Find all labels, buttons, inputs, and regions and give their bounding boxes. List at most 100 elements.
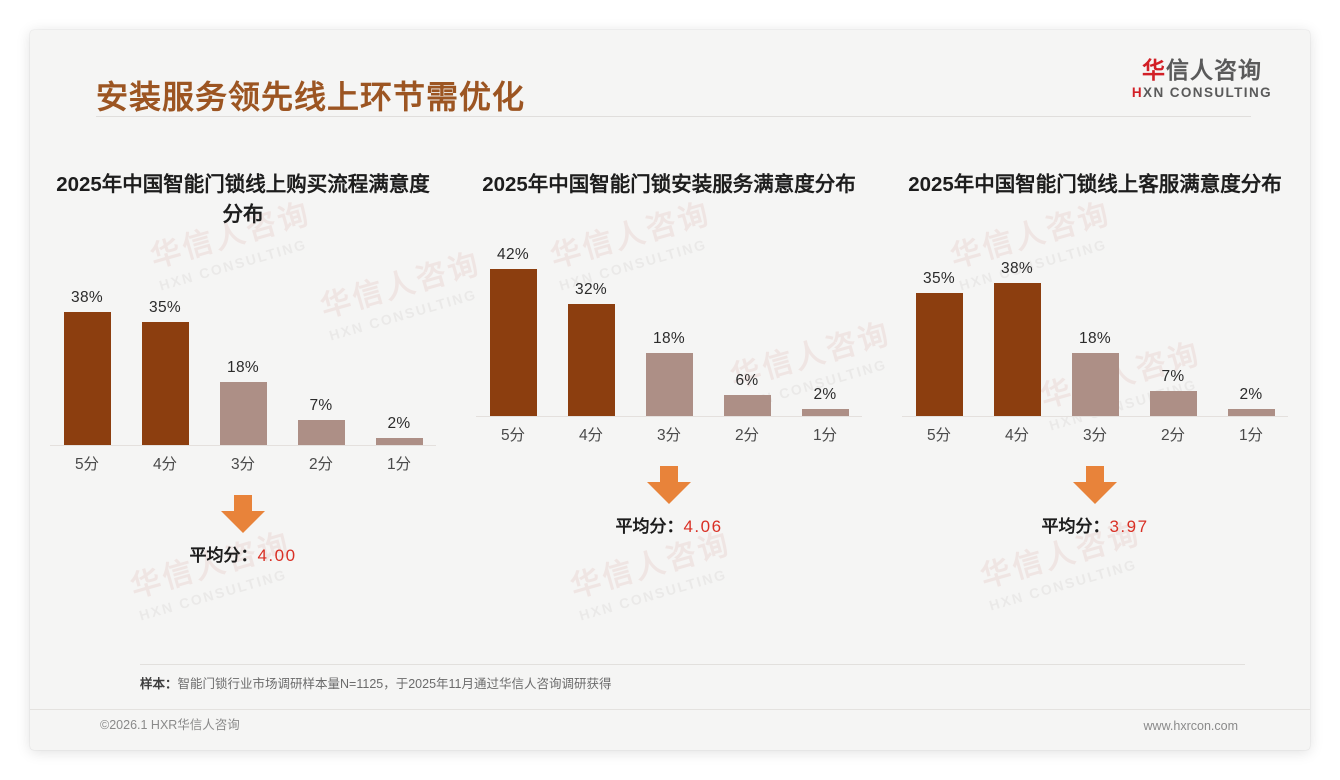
bar [645, 352, 693, 416]
chart-title: 2025年中国智能门锁线上购买流程满意度分布 [56, 173, 430, 226]
x-axis-tick-label: 5分 [926, 426, 952, 444]
bar-slot: 38% [54, 261, 120, 446]
bar [1149, 390, 1197, 416]
average-value: 4.00 [257, 546, 297, 566]
bar-slot: 35% [906, 232, 972, 416]
bar-value-label: 35% [923, 269, 955, 287]
bar-slot: 38% [984, 232, 1050, 416]
bar-value-label: 32% [575, 280, 607, 298]
x-axis-line [476, 415, 862, 417]
logo-chinese: 华信人咨询 [1132, 58, 1272, 82]
source-note-text: 智能门锁行业市场调研样本量N=1125，于2025年11月通过华信人咨询调研获得 [177, 677, 612, 691]
bar [1227, 408, 1275, 416]
x-axis-tick-label: 3分 [656, 426, 682, 444]
x-axis-tick-label: 3分 [230, 456, 256, 474]
website-link[interactable]: www.hxrcon.com [1143, 719, 1238, 733]
watermark-en: HXN CONSULTING [137, 565, 289, 624]
average-label: 平均分： [189, 546, 258, 566]
source-note-prefix: 样本： [140, 677, 178, 691]
bar [723, 394, 771, 416]
brand-logo: 华信人咨询 HXN CONSULTING [1132, 58, 1272, 100]
x-axis-tick-label: 1分 [386, 456, 412, 474]
x-axis-tick-label: 3分 [1082, 426, 1108, 444]
chart-panel-3: 2025年中国智能门锁线上客服满意度分布 35% 38% 18% 7% 2% 5分 4分 3… [882, 140, 1308, 566]
bar-slot: 2% [366, 261, 432, 446]
x-axis-tick-label: 5分 [500, 426, 526, 444]
bar [63, 312, 111, 446]
bar-slot: 7% [288, 261, 354, 446]
bar-value-label: 35% [149, 299, 181, 317]
average-label: 平均分： [615, 516, 684, 536]
x-axis-labels: 5分 4分 3分 2分 1分 [474, 423, 864, 445]
x-axis-tick-label: 4分 [152, 456, 178, 474]
logo-english-rest: XN CONSULTING [1143, 85, 1272, 101]
bar-slot: 35% [132, 261, 198, 446]
bar-value-label: 18% [227, 359, 259, 377]
x-axis-tick-label: 1分 [812, 426, 838, 444]
x-axis-line [902, 415, 1288, 417]
bar-slot: 6% [714, 232, 780, 416]
bar-value-label: 2% [813, 385, 837, 403]
bar-slot: 7% [1140, 232, 1206, 416]
bar [489, 268, 537, 416]
bar-value-label: 2% [1239, 385, 1263, 403]
bar-slot: 42% [480, 232, 546, 416]
slide-frame: 华信人咨询 HXN CONSULTING 华信人咨询 HXN CONSULTIN… [30, 30, 1310, 750]
arrow-down-icon [647, 465, 691, 504]
bar [297, 420, 345, 446]
logo-english-accent: H [1131, 85, 1144, 101]
average-score: 平均分：4.00 [44, 541, 442, 566]
arrow-down-icon [1073, 465, 1117, 504]
x-axis-tick-label: 1分 [1238, 426, 1264, 444]
bar-value-label: 38% [1001, 259, 1033, 277]
bar [219, 382, 267, 446]
bar [375, 438, 423, 446]
bar [993, 282, 1041, 416]
bar [915, 292, 963, 416]
x-axis-line [50, 445, 436, 447]
chart-title: 2025年中国智能门锁线上客服满意度分布 [908, 173, 1282, 196]
slide-header: 安装服务领先线上环节需优化 华信人咨询 HXN CONSULTING [30, 30, 1310, 117]
logo-english: HXN CONSULTING [1132, 85, 1272, 100]
source-note: 样本：智能门锁行业市场调研样本量N=1125，于2025年11月通过华信人咨询调… [140, 673, 612, 692]
bar-value-label: 2% [387, 415, 411, 433]
bar [141, 322, 189, 446]
x-axis-tick-label: 2分 [308, 456, 334, 474]
x-axis-tick-label: 5分 [74, 456, 100, 474]
note-divider [140, 664, 1245, 665]
x-axis-tick-label: 4分 [578, 426, 604, 444]
bar-value-label: 18% [1079, 329, 1111, 347]
x-axis-tick-label: 2分 [1160, 426, 1186, 444]
copyright-text: ©2026.1 HXR华信人咨询 [100, 718, 240, 732]
bar-value-label: 38% [71, 289, 103, 307]
arrow-down-icon [221, 495, 265, 534]
logo-chinese-accent: 华 [1141, 57, 1166, 83]
chart-panel-2: 2025年中国智能门锁安装服务满意度分布 42% 32% 18% 6% 2% 5分 4分 3… [456, 140, 882, 566]
x-axis-tick-label: 2分 [734, 426, 760, 444]
average-value: 4.06 [683, 516, 723, 536]
footer-divider [30, 709, 1310, 710]
bar-value-label: 6% [735, 371, 759, 389]
bar-slot: 32% [558, 232, 624, 416]
x-axis-tick-label: 4分 [1004, 426, 1030, 444]
bar-slot: 18% [210, 261, 276, 446]
page-title: 安装服务领先线上环节需优化 [96, 79, 526, 115]
bar-value-label: 18% [653, 329, 685, 347]
bars-container: 38% 35% 18% 7% 2% [48, 261, 438, 446]
average-label: 平均分： [1041, 516, 1110, 536]
bar [567, 303, 615, 416]
bar-slot: 2% [1218, 232, 1284, 416]
average-score: 平均分：4.06 [470, 512, 868, 537]
average-value: 3.97 [1109, 516, 1149, 536]
bar-value-label: 7% [1161, 367, 1185, 385]
bar [801, 408, 849, 416]
chart-title: 2025年中国智能门锁安装服务满意度分布 [482, 173, 856, 196]
chart-panel-1: 2025年中国智能门锁线上购买流程满意度分布 38% 35% 18% 7% 2% 5分 4… [30, 140, 456, 566]
bar-value-label: 7% [309, 397, 333, 415]
bar-chart: 38% 35% 18% 7% 2% 5分 4分 3分 2分 1分 [48, 261, 438, 476]
bar-chart: 35% 38% 18% 7% 2% 5分 4分 3分 2分 1分 [900, 232, 1290, 447]
x-axis-labels: 5分 4分 3分 2分 1分 [900, 423, 1290, 445]
bar-slot: 2% [792, 232, 858, 416]
bar-value-label: 42% [497, 245, 529, 263]
bar-slot: 18% [636, 232, 702, 416]
